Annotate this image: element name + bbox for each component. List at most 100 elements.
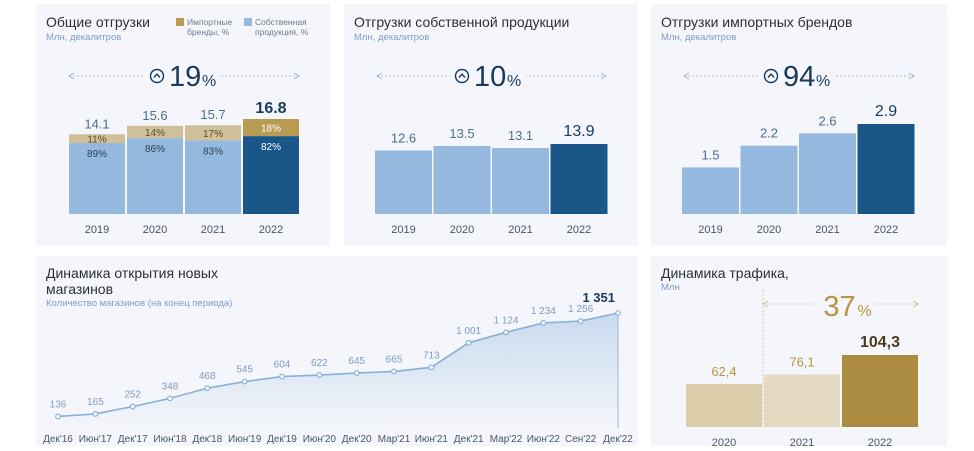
panel-title-line1: Динамика открытия новых xyxy=(46,265,218,281)
bar-import-2022 xyxy=(243,119,299,137)
stores-point xyxy=(241,378,248,385)
stores-point xyxy=(428,364,435,371)
legend-swatch-own xyxy=(244,18,252,26)
panel-title: Отгрузки импортных брендов xyxy=(661,14,853,30)
x-tick-label: Сен'22 xyxy=(565,434,597,445)
x-tick-label: 2022 xyxy=(868,437,892,446)
stores-value-label: 252 xyxy=(124,390,141,401)
x-tick-label: Июн'18 xyxy=(153,434,187,445)
growth-chevron-icon xyxy=(767,73,775,78)
growth-import-value: 94 xyxy=(783,61,815,93)
bar-2020 xyxy=(740,145,798,214)
stores-value-label: 545 xyxy=(236,365,253,376)
growth-chevron-icon xyxy=(153,73,161,78)
bar-2022 xyxy=(857,124,915,214)
x-tick-label: Июн'17 xyxy=(79,434,113,445)
x-tick-label: Мар'22 xyxy=(490,434,523,445)
panel-traffic: Динамика трафика, Млн 62,4 2020 76,1 2021 10… xyxy=(651,256,947,446)
x-tick-label: Дек'21 xyxy=(454,434,484,445)
stores-value-label: 136 xyxy=(50,399,67,410)
stores-point xyxy=(316,372,323,378)
arrow-left-icon xyxy=(68,72,75,80)
stores-point xyxy=(540,320,547,326)
value-label: 76,1 xyxy=(789,354,814,369)
share-import-label: 18% xyxy=(261,124,281,135)
x-tick-label: 2019 xyxy=(698,224,722,236)
x-tick-label: Мар'21 xyxy=(378,434,411,445)
arrow-left-icon xyxy=(376,72,383,80)
growth-total-value: 19 xyxy=(169,61,201,93)
growth-import-unit: % xyxy=(816,73,830,90)
share-own-label: 86% xyxy=(145,144,165,155)
panel-title: Отгрузки собственной продукции xyxy=(354,14,570,30)
value-label: 15.7 xyxy=(200,107,225,122)
stores-value-label: 348 xyxy=(162,381,179,392)
stores-value-label: 713 xyxy=(423,350,440,361)
panel-subtitle: Млн, декалитров xyxy=(46,32,122,43)
traffic-growth-unit: % xyxy=(858,303,872,320)
x-tick-label: 2021 xyxy=(508,224,532,236)
stores-point xyxy=(503,329,509,336)
panel-subtitle: Количество магазинов (на конец периода) xyxy=(46,298,233,309)
value-label: 13.5 xyxy=(449,126,474,141)
x-tick-label: Июн'20 xyxy=(303,434,337,445)
growth-import-label-bg xyxy=(759,61,835,91)
x-tick-label: 2020 xyxy=(757,224,781,236)
growth-up-icon xyxy=(149,68,165,84)
share-import-label: 17% xyxy=(203,129,223,140)
stores-value-label: 665 xyxy=(386,354,403,365)
bar-2020 xyxy=(686,383,762,427)
x-tick-label: Дек'17 xyxy=(118,434,148,445)
stores-value-label: 1 001 xyxy=(456,326,481,337)
panel-title-line2: магазинов xyxy=(46,281,114,297)
bar-2020 xyxy=(433,146,491,214)
arrow-right-icon xyxy=(908,72,915,80)
bar-import-2020 xyxy=(127,125,183,139)
stores-area xyxy=(58,313,618,428)
growth-own-label-bg xyxy=(450,61,526,91)
bar-2022 xyxy=(842,355,918,427)
growth-own-value: 10 xyxy=(474,61,506,93)
panel-total-shipments: Общие отгрузки Млн, декалитров Импортные… xyxy=(36,4,330,246)
bar-own-2020 xyxy=(127,138,183,214)
x-tick-label: Дек'20 xyxy=(342,434,372,445)
x-tick-label: 2022 xyxy=(874,224,898,236)
x-tick-label: Дек'19 xyxy=(267,434,297,445)
stores-point xyxy=(129,403,136,410)
stores-point xyxy=(577,318,584,324)
share-own-label: 83% xyxy=(203,146,223,157)
x-tick-label: 2019 xyxy=(391,224,415,236)
stores-point xyxy=(55,413,61,420)
stores-point xyxy=(279,373,285,380)
legend-label-import: Импортные бренды, % xyxy=(187,17,233,37)
panel-title: Общие отгрузки xyxy=(46,14,150,30)
stores-value-label: 604 xyxy=(274,360,291,371)
growth-total-label-bg xyxy=(145,61,221,91)
traffic-growth-bg xyxy=(814,288,875,320)
stores-point xyxy=(204,385,211,392)
value-label: 12.6 xyxy=(391,131,416,146)
legend-label-own: Собственная продукция, % xyxy=(255,17,309,37)
stores-value-label: 1 256 xyxy=(568,304,593,315)
x-tick-label: 2022 xyxy=(567,224,591,236)
arrow-right-icon xyxy=(600,72,607,80)
value-label: 104,3 xyxy=(860,334,900,351)
bar-2019 xyxy=(375,150,432,214)
bar-import-2021 xyxy=(185,125,241,141)
stores-value-label: 1 124 xyxy=(493,315,518,326)
x-tick-label: 2021 xyxy=(790,437,814,446)
value-label: 2.2 xyxy=(760,126,778,141)
panel-title: Динамика трафика, xyxy=(661,265,789,281)
x-tick-label: Июн'21 xyxy=(415,434,449,445)
panel-own-shipments: Отгрузки собственной продукции Млн, дека… xyxy=(344,4,638,246)
chart-total-shipments: 89% 11% 14.1 2019 86% 14% 15.6 2020 83% 17% 15.7 20… xyxy=(68,61,300,236)
stores-line xyxy=(57,312,619,418)
stores-point xyxy=(615,310,621,316)
growth-chevron-icon xyxy=(458,73,466,78)
x-tick-label: Дек'22 xyxy=(603,434,633,445)
x-tick-label: Дек'16 xyxy=(43,434,73,445)
stores-value-label: 622 xyxy=(311,358,328,369)
x-tick-label: 2020 xyxy=(712,437,736,446)
value-label: 16.8 xyxy=(255,100,286,117)
arrow-right-icon xyxy=(912,300,919,308)
